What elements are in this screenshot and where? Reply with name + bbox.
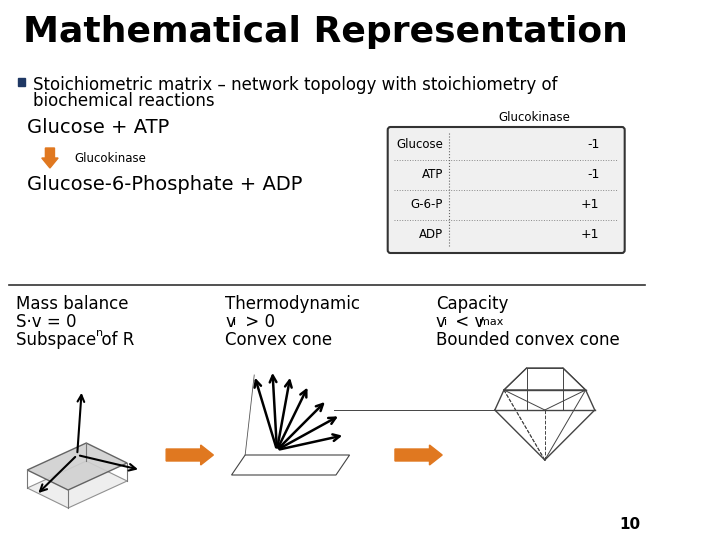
Text: max: max [480,317,504,327]
Text: v: v [225,313,235,331]
Text: ATP: ATP [422,168,443,181]
Text: +1: +1 [581,228,599,241]
Text: -1: -1 [587,168,599,181]
Text: > 0: > 0 [240,313,275,331]
Text: ADP: ADP [419,228,443,241]
Text: Glucose-6-Phosphate + ADP: Glucose-6-Phosphate + ADP [27,175,302,194]
Text: i: i [233,317,236,327]
Text: Glucose: Glucose [396,138,443,152]
FancyBboxPatch shape [387,127,625,253]
Text: v: v [436,313,446,331]
Text: Capacity: Capacity [436,295,508,313]
Bar [18,78,25,86]
Text: < v: < v [451,313,485,331]
Polygon shape [27,443,127,490]
Text: biochemical reactions: biochemical reactions [32,92,215,110]
Text: Stoichiometric matrix – network topology with stoichiometry of: Stoichiometric matrix – network topology… [32,76,557,94]
Text: Bounded convex cone: Bounded convex cone [436,331,620,349]
FancyArrow shape [395,445,442,465]
Text: 10: 10 [619,517,640,532]
Text: Mass balance: Mass balance [17,295,129,313]
Text: Thermodynamic: Thermodynamic [225,295,360,313]
Text: Glucose + ATP: Glucose + ATP [27,118,169,137]
FancyArrow shape [42,148,58,168]
Text: n: n [96,328,104,338]
FancyArrow shape [166,445,213,465]
Text: S·v = 0: S·v = 0 [17,313,77,331]
Text: Mathematical Representation: Mathematical Representation [23,15,628,49]
Text: Glucokinase: Glucokinase [498,111,570,124]
Polygon shape [27,461,127,508]
Text: +1: +1 [581,199,599,212]
Text: i: i [444,317,447,327]
Text: Convex cone: Convex cone [225,331,333,349]
Text: -1: -1 [587,138,599,152]
Text: G-6-P: G-6-P [410,199,443,212]
Text: Subspace of R: Subspace of R [17,331,135,349]
Text: Glucokinase: Glucokinase [74,152,146,165]
